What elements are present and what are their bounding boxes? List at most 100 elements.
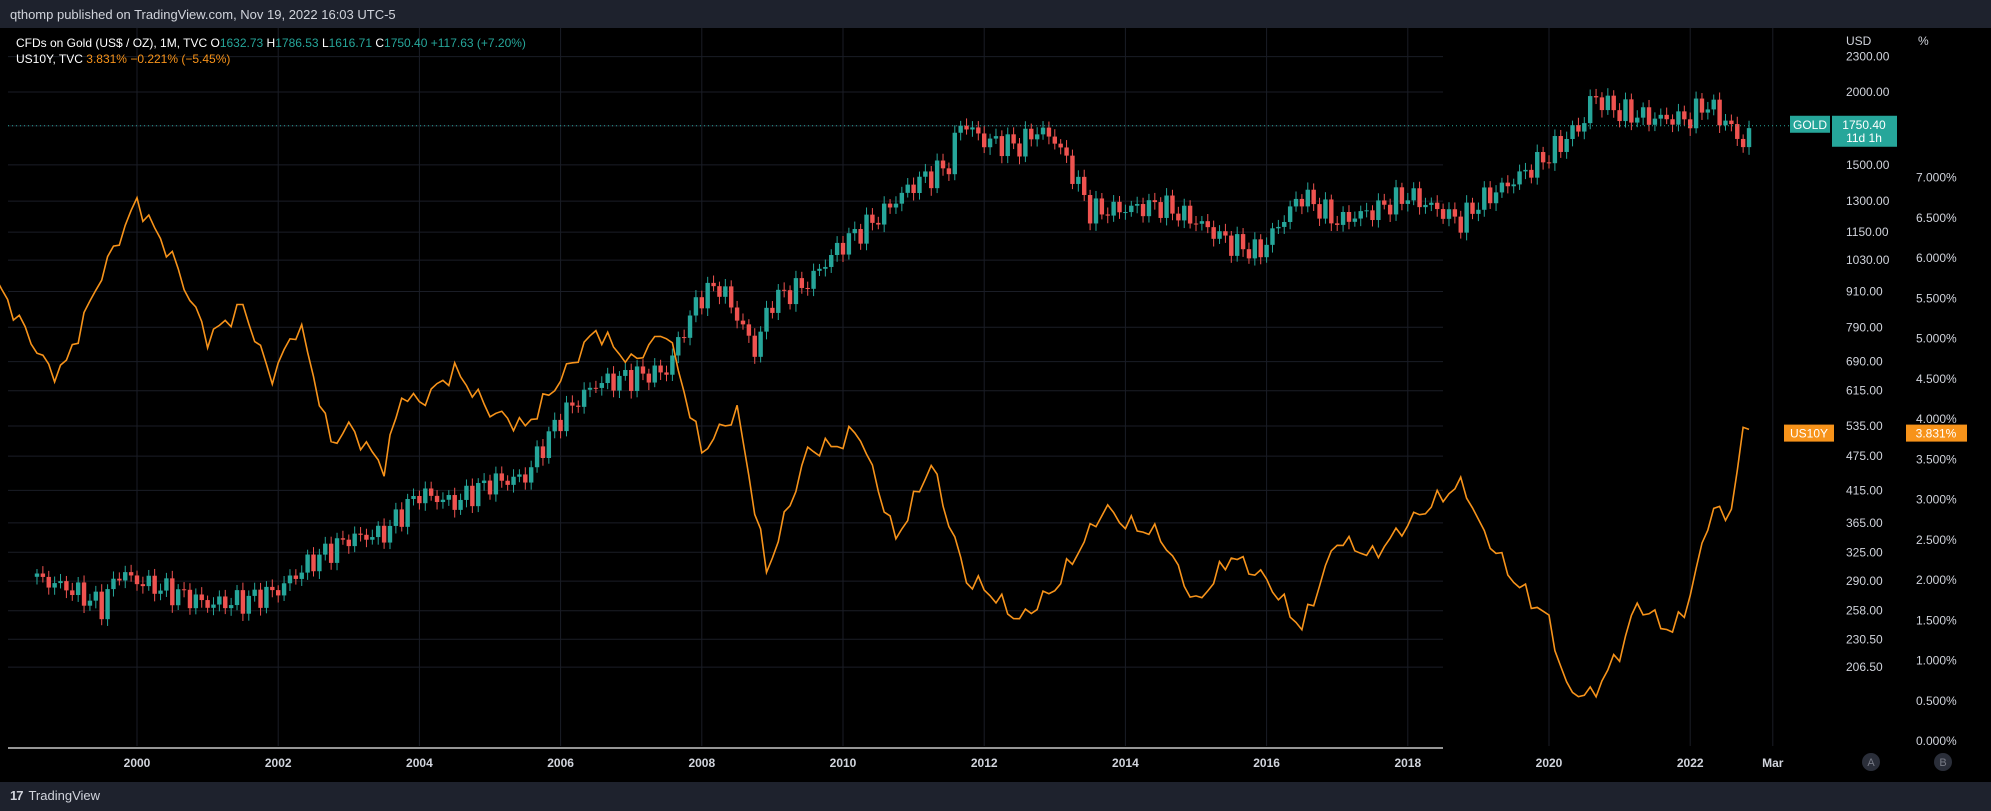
gold-candle [1217, 231, 1222, 239]
gold-candle [1582, 123, 1587, 132]
pct-tick-label: 1.000% [1916, 654, 1957, 668]
percent-axis[interactable]: % 7.000% 6.500% 6.000% 5.500% 5.000% 4.500% 4.0… [1916, 34, 1957, 748]
axis-button-a[interactable] [1862, 753, 1880, 771]
gold-candle [1082, 176, 1087, 196]
gold-candle [1023, 128, 1028, 157]
gold-candle [1270, 228, 1275, 245]
gold-candle [1693, 98, 1699, 129]
usd-tick-label: 258.00 [1846, 604, 1883, 618]
gold-candle [1329, 199, 1334, 224]
gold-candle [911, 184, 916, 194]
gold-candle [1111, 201, 1116, 216]
legend-us10y-name: US10Y, TVC [16, 52, 86, 66]
gold-candle [993, 136, 999, 139]
usd-price-axis[interactable]: USD2300.002000.001750.001500.001300.0011… [1846, 34, 1890, 674]
gold-candle [946, 168, 952, 175]
gold-candle [211, 604, 216, 608]
publish-header: qthomp published on TradingView.com, Nov… [0, 0, 1991, 28]
gold-candle [1699, 98, 1705, 113]
legend-gold-change: +117.63 (+7.20%) [431, 36, 526, 50]
gold-candle [1387, 204, 1393, 215]
gold-candle [470, 485, 475, 507]
gold-candle [1523, 169, 1528, 172]
gold-candle [1164, 195, 1169, 218]
gold-candle [1393, 187, 1399, 215]
legend-ohlc-value: 1750.40 [384, 36, 431, 50]
gold-candle [293, 575, 299, 579]
gold-candle [228, 605, 234, 609]
gold-candle [1676, 111, 1681, 125]
gold-candle [1435, 202, 1440, 210]
gold-candle [1287, 206, 1293, 222]
gold-candle [1640, 107, 1646, 118]
axis-button-b[interactable] [1934, 753, 1952, 771]
usd-tick-label: 535.00 [1846, 419, 1883, 433]
gold-candle [564, 402, 569, 432]
gold-candle [1464, 202, 1469, 233]
gold-candle [699, 297, 704, 309]
gold-countdown-label: 11d 1h [1846, 131, 1882, 145]
gold-candle [1093, 198, 1099, 224]
gold-candle [181, 589, 187, 591]
gold-candle [158, 590, 163, 594]
gold-candle [1052, 136, 1057, 144]
legend-gold-name: CFDs on Gold (US$ / OZ), 1M, TVC [16, 36, 210, 50]
usd-tick-label: 615.00 [1846, 384, 1883, 398]
gold-candle [617, 375, 622, 391]
gold-candle [46, 576, 51, 588]
gold-candle [252, 589, 257, 596]
gold-candle [905, 184, 910, 193]
gold-candle [1540, 152, 1546, 163]
gold-candle [1623, 99, 1628, 122]
gold-candle [146, 575, 151, 587]
gold-candle [281, 583, 287, 596]
x-tick-label: 2006 [547, 756, 574, 770]
gold-candle [1564, 138, 1569, 152]
legend-ohlc-key: O [210, 36, 219, 50]
gold-candle [1317, 204, 1322, 219]
gold-candle [823, 266, 828, 269]
gold-candle [511, 476, 516, 485]
gold-candle [1340, 211, 1346, 225]
gold-candle [1576, 125, 1581, 132]
us10y-value-label: 3.831% [1916, 427, 1957, 441]
gold-candle [1070, 155, 1075, 184]
gold-candle [1670, 119, 1675, 125]
x-tick-label: 2010 [830, 756, 857, 770]
gold-candle [1152, 200, 1158, 203]
us10y-series-tag [1784, 424, 1834, 442]
gold-candle [646, 373, 652, 383]
pct-tick-label: 6.500% [1916, 211, 1957, 225]
gold-candle [458, 499, 463, 510]
legend-us10y-value: 3.831% [86, 52, 130, 66]
gold-candle [299, 572, 304, 579]
chart-area[interactable]: 2000 2002 2004 2006 2008 2010 2012 2014 2016 2018… [0, 28, 1991, 782]
gold-candle [1264, 244, 1269, 258]
usd-tick-label: 1500.00 [1846, 158, 1890, 172]
gold-candle [781, 289, 787, 291]
gold-candle [1276, 226, 1281, 229]
gold-candle [205, 600, 210, 608]
gold-candle [876, 222, 881, 225]
gold-candle [923, 171, 928, 177]
gold-candle [1193, 223, 1199, 225]
brand[interactable]: 17 TradingView [10, 788, 100, 803]
gold-candle [1635, 117, 1640, 123]
gold-candle [1517, 171, 1522, 185]
gold-candle [999, 136, 1005, 157]
gold-candle [387, 525, 393, 543]
gold-candle [1746, 128, 1752, 148]
gold-candle [1688, 119, 1693, 129]
legend-us10y-change: −0.221% (−5.45%) [130, 52, 230, 66]
gold-candle [934, 160, 940, 189]
usd-tick-label: 690.00 [1846, 355, 1883, 369]
x-tick-label: 2020 [1536, 756, 1563, 770]
gold-price-label: 1750.40 [1842, 118, 1886, 132]
gold-candle [681, 337, 687, 339]
gold-candle [770, 307, 775, 313]
usd-tick-label: 1150.00 [1846, 225, 1889, 239]
gold-candle [1629, 99, 1634, 123]
gold-candle [393, 509, 399, 526]
gold-candle [1370, 210, 1375, 221]
